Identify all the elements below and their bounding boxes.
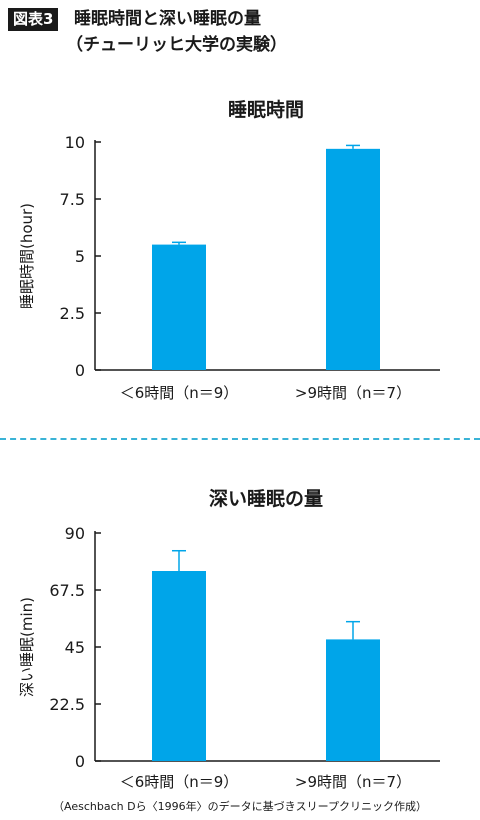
duration-y-tick-label: 2.5 xyxy=(60,304,85,323)
duration-y-tick-label: 5 xyxy=(75,247,85,266)
deep-sleep-y-tick-label: 90 xyxy=(65,524,85,543)
duration-chart-title: 睡眠時間 xyxy=(228,99,304,121)
duration-y-tick-label: 7.5 xyxy=(60,190,85,209)
deep-sleep-y-tick-label: 0 xyxy=(75,752,85,771)
duration-category-label-2: >9時間（n＝7） xyxy=(295,384,411,402)
deep-sleep-chart-title: 深い睡眠の量 xyxy=(209,487,323,510)
duration-category-label-1: ＜6時間（n＝9） xyxy=(120,384,239,402)
deep-sleep-y-tick-label: 22.5 xyxy=(49,695,85,714)
figure-badge: 図表3 xyxy=(8,8,59,31)
duration-y-tick-label: 0 xyxy=(75,361,85,380)
section-divider xyxy=(0,438,480,440)
duration-y-tick-label: 10 xyxy=(65,133,85,152)
deep-sleep-y-tick-label: 45 xyxy=(65,638,85,657)
deep-sleep-bar-2 xyxy=(326,639,380,761)
deep-sleep-category-label-2: >9時間（n＝7） xyxy=(295,773,411,791)
duration-bar-1 xyxy=(152,244,206,370)
figure-title: 睡眠時間と深い睡眠の量 xyxy=(74,9,261,29)
deep-sleep-category-label-1: ＜6時間（n＝9） xyxy=(120,773,239,791)
deep-sleep-y-axis-label: 深い睡眠(min) xyxy=(18,597,36,697)
deep-sleep-bar-1 xyxy=(152,571,206,761)
source-footnote: （Aeschbach Dら〈1996年〉のデータに基づきスリープクリニック作成） xyxy=(53,800,427,813)
deep-sleep-y-tick-label: 67.5 xyxy=(49,581,85,600)
figure-subtitle: （チューリッヒ大学の実験） xyxy=(66,35,287,55)
duration-y-axis-label: 睡眠時間(hour) xyxy=(18,203,36,309)
duration-bar-2 xyxy=(326,148,380,370)
